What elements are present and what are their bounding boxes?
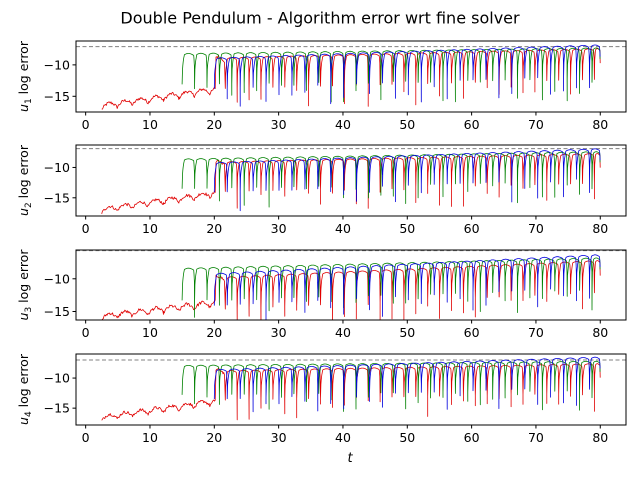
x-tick-label: 10 bbox=[142, 117, 158, 132]
series-line-1 bbox=[101, 153, 601, 215]
series-line-1 bbox=[101, 48, 601, 110]
x-tick-label: 0 bbox=[82, 325, 90, 340]
x-tick-label: 30 bbox=[271, 430, 287, 445]
x-tick-label: 60 bbox=[464, 325, 480, 340]
x-tick-label: 20 bbox=[206, 430, 222, 445]
y-axis-label-var: u bbox=[16, 104, 31, 112]
series-line-3 bbox=[213, 254, 601, 320]
y-axis-label-text: log error bbox=[16, 249, 31, 307]
subplot-2: 0 10 20 30 40 50 60 70 80 −15 −10 u2 log error bbox=[16, 144, 627, 236]
x-tick-label: 10 bbox=[142, 325, 158, 340]
x-tick-label: 50 bbox=[399, 430, 415, 445]
x-tick-label: 60 bbox=[464, 430, 480, 445]
y-axis-label-var: u bbox=[16, 312, 31, 320]
x-tick-label: 30 bbox=[271, 117, 287, 132]
x-tick-label: 30 bbox=[271, 325, 287, 340]
y-axis-label-sub: 2 bbox=[24, 202, 34, 208]
x-tick-label: 0 bbox=[82, 221, 90, 236]
x-axis-label: t bbox=[347, 451, 353, 466]
y-tick-label: −15 bbox=[44, 304, 70, 319]
axes-frame bbox=[75, 249, 627, 321]
x-tick-label: 70 bbox=[528, 430, 544, 445]
series-line-3 bbox=[213, 44, 601, 107]
x-tick-label: 70 bbox=[528, 221, 544, 236]
subplot-1: 0 10 20 30 40 50 60 70 80 −15 −10 u1 log error bbox=[16, 40, 627, 132]
axes-frame bbox=[75, 144, 627, 217]
x-tick-label: 60 bbox=[464, 117, 480, 132]
x-tick-label: 40 bbox=[335, 117, 351, 132]
figure-title: Double Pendulum - Algorithm error wrt fi… bbox=[120, 9, 520, 28]
series-line-2 bbox=[181, 257, 601, 318]
x-tick-label: 80 bbox=[592, 221, 608, 236]
x-tick-label: 30 bbox=[271, 221, 287, 236]
y-tick-label: −10 bbox=[44, 160, 70, 175]
series-line-1 bbox=[101, 260, 601, 320]
axes-frame bbox=[75, 40, 627, 113]
x-tick-label: 40 bbox=[335, 430, 351, 445]
y-axis-label-var: u bbox=[16, 417, 31, 425]
y-axis-label: u1 log error bbox=[16, 40, 34, 112]
y-tick-label: −10 bbox=[44, 57, 70, 72]
y-axis-label: u3 log error bbox=[16, 249, 34, 321]
series-group bbox=[101, 148, 601, 215]
x-tick-label: 20 bbox=[206, 325, 222, 340]
x-tick-label: 50 bbox=[399, 117, 415, 132]
x-tick-label: 0 bbox=[82, 117, 90, 132]
x-tick-label: 80 bbox=[592, 430, 608, 445]
x-tick-label: 80 bbox=[592, 325, 608, 340]
y-tick-label: −15 bbox=[44, 89, 70, 104]
y-axis-label-var: u bbox=[16, 208, 31, 216]
x-tick-label: 40 bbox=[335, 221, 351, 236]
x-tick-label: 50 bbox=[399, 221, 415, 236]
y-tick-label: −10 bbox=[44, 371, 70, 386]
x-tick-label: 80 bbox=[592, 117, 608, 132]
series-group bbox=[101, 254, 601, 320]
y-tick-label: −15 bbox=[44, 190, 70, 205]
y-tick-label: −15 bbox=[44, 401, 70, 416]
y-axis-label-text: log error bbox=[16, 353, 31, 411]
subplot-3: 0 10 20 30 40 50 60 70 80 −15 −10 u3 log error bbox=[16, 249, 627, 340]
series-group bbox=[101, 44, 601, 110]
y-axis-label: u2 log error bbox=[16, 144, 34, 216]
axes-frame bbox=[75, 353, 627, 426]
y-axis-label-sub: 3 bbox=[24, 307, 34, 313]
y-axis-label: u4 log error bbox=[16, 353, 34, 425]
x-tick-label: 50 bbox=[399, 325, 415, 340]
subplot-4: 0 10 20 30 40 50 60 70 80 −15 −10 u4 log error bbox=[16, 353, 627, 445]
y-axis-label-sub: 1 bbox=[24, 98, 34, 104]
x-tick-label: 0 bbox=[82, 430, 90, 445]
y-axis-label-sub: 4 bbox=[24, 411, 34, 417]
x-tick-label: 20 bbox=[206, 117, 222, 132]
series-line-3 bbox=[213, 148, 601, 212]
x-tick-label: 10 bbox=[142, 430, 158, 445]
series-line-1 bbox=[101, 363, 601, 421]
x-tick-label: 10 bbox=[142, 221, 158, 236]
x-tick-label: 20 bbox=[206, 221, 222, 236]
x-tick-label: 70 bbox=[528, 117, 544, 132]
x-tick-label: 60 bbox=[464, 221, 480, 236]
series-line-3 bbox=[213, 356, 601, 413]
y-tick-label: −10 bbox=[44, 271, 70, 286]
x-tick-label: 40 bbox=[335, 325, 351, 340]
series-group bbox=[101, 356, 601, 421]
y-axis-label-text: log error bbox=[16, 144, 31, 202]
y-axis-label-text: log error bbox=[16, 40, 31, 98]
x-tick-label: 70 bbox=[528, 325, 544, 340]
